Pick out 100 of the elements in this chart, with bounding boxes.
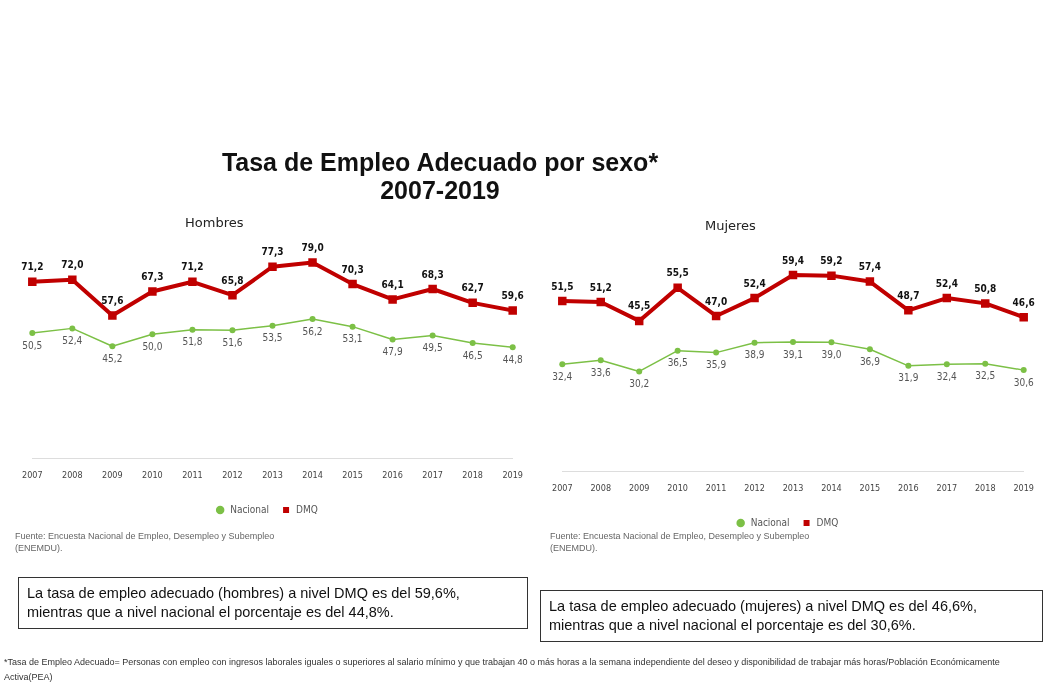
point — [790, 339, 796, 346]
point — [827, 271, 836, 280]
data-label: 35,9 — [706, 359, 727, 371]
x-tick-label: 2018 — [462, 469, 483, 480]
point — [1020, 367, 1027, 374]
point — [597, 357, 604, 364]
point — [148, 287, 157, 296]
data-label: 51,2 — [589, 281, 612, 293]
x-tick-label: 2008 — [590, 482, 612, 493]
data-label: 77,3 — [261, 246, 284, 258]
data-label: 51,8 — [182, 336, 203, 348]
data-label: 71,2 — [21, 261, 44, 273]
point — [905, 362, 912, 369]
x-tick-label: 2013 — [782, 482, 804, 493]
data-label: 36,5 — [667, 357, 688, 369]
data-label: 36,9 — [859, 355, 881, 367]
data-label: 45,5 — [628, 300, 651, 312]
x-tick-label: 2008 — [62, 469, 83, 480]
point — [28, 277, 37, 287]
point — [428, 284, 437, 294]
x-tick-label: 2017 — [936, 482, 958, 493]
x-tick-label: 2007 — [552, 482, 573, 493]
data-label: 71,2 — [181, 261, 204, 273]
data-label: 67,3 — [141, 271, 164, 283]
x-tick-label: 2017 — [422, 469, 443, 480]
point — [828, 339, 835, 346]
data-label: 33,6 — [590, 366, 612, 378]
point — [468, 298, 477, 308]
data-label: 70,3 — [341, 263, 364, 275]
chart-subtitle: Hombres — [185, 215, 244, 230]
point — [866, 346, 873, 353]
data-label: 51,6 — [222, 336, 243, 348]
data-label: 59,2 — [820, 255, 843, 267]
data-label: 59,6 — [501, 290, 524, 302]
point — [348, 279, 357, 289]
point — [509, 344, 516, 351]
legend-label: Nacional — [750, 516, 790, 528]
data-label: 52,4 — [743, 277, 766, 289]
x-tick-label: 2014 — [821, 482, 842, 493]
point — [1019, 313, 1028, 322]
data-label: 50,8 — [974, 282, 997, 294]
data-label: 39,0 — [821, 348, 842, 360]
data-label: 68,3 — [421, 268, 444, 280]
point — [29, 330, 36, 337]
point — [559, 361, 566, 368]
x-tick-label: 2015 — [342, 469, 363, 480]
text: *Tasa de Empleo Adecuado= Personas con empleo con ingresos laborales iguales o superiores al salario mínimo y que trabajan 40 o más horas a la semana independiente del deseo y disponibilidad de trabajar más horas/Población Económicamente Activa(PEA) — [4, 656, 1001, 684]
data-label: 79,0 — [301, 242, 324, 254]
point — [268, 262, 277, 271]
source-note: Fuente: Encuesta Nacional de Empleo, Desempleo y Subempleo (ENEMDU). — [550, 530, 810, 554]
point — [943, 361, 950, 368]
data-label: 49,5 — [422, 342, 443, 354]
x-tick-label: 2016 — [898, 482, 919, 493]
x-tick-label: 2010 — [667, 482, 688, 493]
data-label: 52,4 — [62, 334, 83, 346]
data-label: 57,6 — [101, 295, 124, 307]
point — [981, 299, 990, 308]
data-label: 45,2 — [102, 352, 123, 364]
data-label: 32,4 — [552, 370, 573, 382]
data-label: 48,7 — [897, 289, 920, 301]
point — [269, 322, 276, 329]
point — [309, 315, 316, 322]
point — [636, 368, 643, 375]
data-label: 55,5 — [666, 267, 689, 279]
x-tick-label: 2007 — [22, 469, 43, 480]
text: La tasa de empleo adecuado (mujeres) a nivel DMQ es del 46,6%, mientras que a nivel nacional el porcentaje es del 30,6%. — [540, 590, 1043, 642]
point — [388, 295, 397, 304]
data-label: 56,2 — [302, 325, 323, 337]
x-tick-label: 2019 — [502, 469, 523, 480]
point — [558, 296, 567, 306]
x-tick-label: 2019 — [1013, 482, 1034, 493]
data-label: 31,9 — [898, 372, 919, 384]
point — [904, 306, 913, 315]
data-label: 30,2 — [629, 378, 650, 390]
point — [229, 327, 236, 334]
data-label: 52,4 — [935, 277, 958, 289]
data-label: 46,5 — [462, 349, 483, 361]
data-label: 62,7 — [461, 282, 484, 294]
point — [308, 258, 317, 267]
legend-label: Nacional — [230, 503, 270, 515]
data-label: 57,4 — [858, 261, 881, 273]
point — [469, 340, 476, 346]
point — [982, 360, 989, 367]
point — [189, 326, 196, 333]
chart-title: Tasa de Empleo Adecuado por sexo* 2007-2019 — [220, 148, 660, 204]
x-tick-label: 2014 — [302, 469, 323, 480]
data-label: 51,5 — [551, 280, 574, 292]
x-tick-label: 2013 — [262, 469, 283, 480]
data-label: 65,8 — [221, 274, 244, 286]
x-tick-label: 2012 — [222, 469, 243, 480]
data-label: 32,5 — [975, 370, 996, 382]
point — [674, 347, 681, 354]
point — [389, 336, 396, 343]
data-label: 47,0 — [705, 295, 728, 307]
data-label: 53,1 — [342, 333, 363, 345]
x-tick-label: 2009 — [102, 469, 123, 480]
chart-subtitle: Mujeres — [705, 218, 756, 233]
x-tick-label: 2010 — [142, 469, 163, 480]
point — [673, 283, 682, 293]
point — [109, 343, 116, 350]
